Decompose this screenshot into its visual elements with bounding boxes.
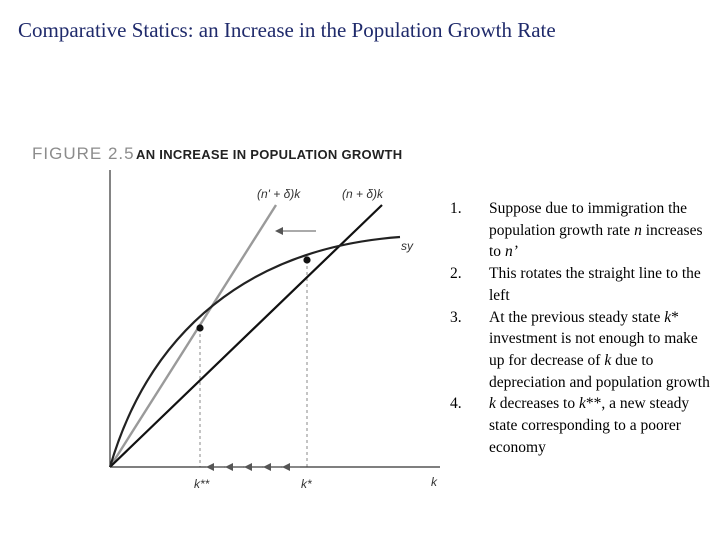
list-number: 3. [450,308,462,326]
list-text: k [664,308,672,326]
figure-caption: AN INCREASE IN POPULATION GROWTH [136,147,403,162]
list-number: 4. [450,395,462,413]
list-text: Suppose due to immigration the populatio… [489,200,688,239]
list-text: k [489,395,496,413]
list-text: n’ [504,243,518,261]
explanation-list: 1. Suppose due to immigration the populat… [448,198,710,458]
k-axis-label: k [431,475,438,489]
list-item: 2. This rotates the straight line to the … [448,263,710,306]
list-text: k [604,351,612,369]
list-text: This rotates the straight line to the le… [489,265,701,304]
savings-curve [108,235,401,468]
new-depreciation-line [108,204,278,468]
list-text: decreases to [495,395,579,413]
old-depreciation-line [109,204,383,468]
list-text: At the previous steady state [489,308,665,326]
list-text: n [634,221,642,239]
list-text: **, a new steady state corresponding to … [489,395,690,456]
list-text: * investment is not enough to make up fo… [489,308,698,369]
slide-title: Comparative Statics: an Increase in the … [18,18,556,42]
list-item: 4. k decreases to k**, a new steady state… [448,393,710,458]
list-text: increases to [489,221,703,261]
figure-number: FIGURE 2.5 [32,144,135,163]
old-line-label: (n + δ)k [342,187,384,201]
list-text: due to depreciation and population growt… [489,351,710,391]
list-text: k [578,395,586,413]
k-double-star-label: k** [194,477,210,491]
old-steady-state-point [303,256,311,264]
list-item: 3. At the previous steady state k* invest… [448,307,710,394]
new-steady-state-point [196,324,204,332]
list-item: 1. Suppose due to immigration the populat… [448,198,710,263]
savings-curve-label: sy [401,239,414,253]
list-number: 2. [450,265,462,283]
new-line-label: (n' + δ)k [257,187,301,201]
k-star-label: k* [301,477,312,491]
list-number: 1. [450,200,462,217]
